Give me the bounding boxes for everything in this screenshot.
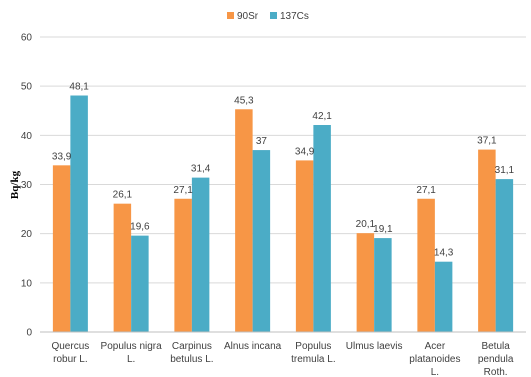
x-category-label: Betula pendula Roth.	[478, 341, 514, 377]
bars	[52, 95, 514, 333]
bar-90sr-0	[52, 165, 71, 332]
x-category-label: Quercus robur L.	[51, 341, 89, 365]
y-tick-label: 50	[21, 82, 33, 93]
y-tick-label: 60	[21, 33, 33, 44]
data-label: 19,6	[130, 222, 150, 233]
data-label: 37,1	[477, 136, 497, 147]
bar-90sr-1	[113, 203, 132, 332]
bar-90sr-7	[478, 149, 496, 332]
data-label: 19,1	[373, 224, 393, 235]
gridlines	[40, 36, 526, 333]
x-category-label: Ulmus laevis	[346, 341, 403, 352]
bar-137cs-6	[434, 261, 453, 332]
data-label: 27,1	[173, 185, 193, 196]
y-tick-label: 0	[26, 328, 32, 339]
x-category-label: Carpinus betulus L.	[170, 341, 213, 365]
bar-90sr-5	[356, 233, 375, 332]
x-category-label: Alnus incana	[224, 341, 282, 352]
data-label: 31,1	[495, 165, 515, 176]
data-labels: 33,9 48,1 26,1 19,6 27,1 31,4 45,3 37 34,9 42,1 20…	[52, 82, 515, 259]
data-label: 33,9	[52, 151, 72, 162]
y-tick-label: 40	[21, 131, 33, 142]
data-label: 45,3	[234, 95, 254, 106]
data-label: 34,9	[295, 146, 315, 157]
data-label: 42,1	[312, 111, 332, 122]
bar-137cs-1	[131, 235, 149, 332]
bar-137cs-3	[252, 150, 271, 332]
y-tick-label: 30	[21, 180, 33, 191]
bar-137cs-0	[70, 95, 88, 332]
y-axis-ticks: 0 10 20 30 40 50 60	[21, 33, 33, 339]
data-label: 27,1	[416, 185, 436, 196]
legend-swatch-90sr	[227, 12, 234, 19]
bar-137cs-7	[495, 179, 514, 332]
legend-label-137cs: 137Cs	[280, 11, 309, 22]
data-label: 37	[256, 136, 268, 147]
legend: 90Sr 137Cs	[227, 11, 309, 22]
bar-137cs-2	[191, 177, 210, 332]
bar-90sr-6	[417, 198, 435, 332]
x-axis-categories: Quercus robur L. Populus nigra L. Carpinus be…	[51, 341, 513, 377]
y-axis-label: Bq/kg	[9, 170, 21, 199]
x-category-label: Populus tremula L.	[291, 341, 335, 365]
x-category-label: Populus nigra L.	[101, 341, 163, 365]
y-tick-label: 20	[21, 229, 33, 240]
bar-137cs-5	[374, 238, 392, 332]
legend-label-90sr: 90Sr	[237, 11, 259, 22]
bar-90sr-4	[295, 160, 314, 332]
data-label: 20,1	[356, 219, 376, 230]
data-label: 14,3	[434, 248, 454, 259]
y-tick-label: 10	[21, 278, 33, 289]
legend-swatch-137cs	[270, 12, 277, 19]
data-label: 31,4	[191, 164, 211, 175]
data-label: 48,1	[69, 82, 89, 93]
bar-137cs-4	[313, 125, 331, 332]
bar-90sr-3	[235, 109, 253, 333]
data-label: 26,1	[113, 190, 133, 201]
x-category-label: Acer platanoides L.	[409, 341, 460, 377]
bar-90sr-2	[174, 198, 192, 332]
